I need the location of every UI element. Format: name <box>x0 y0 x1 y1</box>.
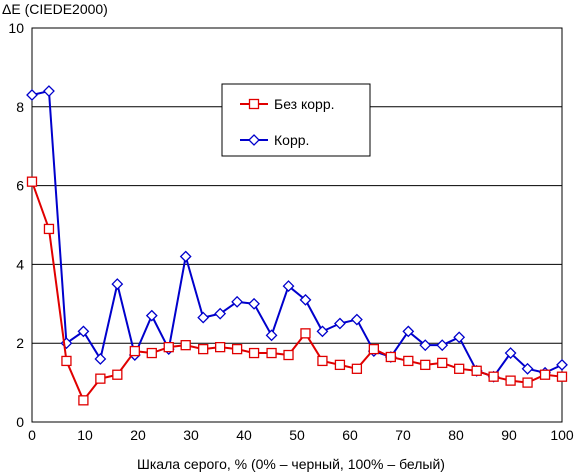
data-point <box>504 347 517 359</box>
x-axis-ticks: 0 10 20 30 40 50 60 70 80 90 100 <box>28 427 574 443</box>
x-tick-label: 70 <box>395 427 411 443</box>
legend-item: Корр. <box>240 132 309 148</box>
data-point <box>231 343 243 355</box>
data-point <box>403 355 414 367</box>
data-point <box>111 278 124 291</box>
data-point <box>78 395 89 406</box>
data-point <box>77 325 90 338</box>
y-tick-label: 0 <box>16 414 24 430</box>
data-point <box>436 339 449 352</box>
y-axis-title: ΔE (CIEDE2000) <box>2 1 108 17</box>
x-tick-label: 10 <box>77 427 93 443</box>
y-axis-ticks: 0 2 4 6 8 10 <box>8 20 24 430</box>
y-tick-label: 4 <box>16 256 24 272</box>
data-point <box>437 357 448 369</box>
legend: Без корр. Корр. <box>221 83 371 157</box>
data-point <box>351 363 363 374</box>
data-point <box>385 351 396 363</box>
data-point <box>522 377 533 388</box>
data-point <box>197 311 210 324</box>
x-tick-label: 0 <box>28 427 36 443</box>
data-point <box>402 325 415 338</box>
data-point <box>198 343 209 355</box>
data-point <box>180 340 191 351</box>
data-point <box>350 313 363 326</box>
y-tick-label: 8 <box>16 99 24 115</box>
data-point <box>454 363 465 374</box>
legend-label: Без корр. <box>274 96 335 112</box>
y-tick-label: 2 <box>16 335 24 351</box>
data-point <box>265 329 278 342</box>
data-point <box>300 328 311 339</box>
data-point <box>248 297 260 310</box>
legend-marker <box>248 134 260 146</box>
data-point <box>146 347 157 359</box>
x-tick-label: 80 <box>448 427 464 443</box>
series-layer <box>26 85 568 406</box>
data-point <box>163 341 174 353</box>
data-point <box>556 371 568 382</box>
data-point <box>266 347 277 359</box>
series-bez-korr <box>26 176 568 406</box>
x-tick-label: 50 <box>289 427 305 443</box>
data-point <box>334 317 346 330</box>
legend-box <box>221 83 371 157</box>
data-point <box>248 347 260 359</box>
legend-marker <box>248 98 260 110</box>
data-point <box>179 250 192 263</box>
data-point <box>316 325 329 338</box>
x-axis-title: Шкала серого, % (0% – черный, 100% – бел… <box>137 456 445 472</box>
data-point <box>43 223 55 235</box>
legend-items: Без корр. Корр. <box>240 96 335 148</box>
data-point <box>94 353 107 365</box>
data-point <box>129 345 140 357</box>
data-point <box>95 373 106 384</box>
y-tick-label: 6 <box>16 178 24 194</box>
legend-label: Корр. <box>274 132 309 148</box>
data-point <box>26 176 38 187</box>
series-line <box>31 90 563 378</box>
data-point <box>368 343 380 355</box>
data-point <box>112 369 123 380</box>
data-point <box>282 280 295 292</box>
y-tick-label: 10 <box>8 20 24 36</box>
data-point <box>334 359 346 371</box>
data-point <box>419 339 432 352</box>
data-point <box>317 355 328 367</box>
x-tick-label: 20 <box>130 427 146 443</box>
legend-item: Без корр. <box>240 96 335 112</box>
data-point <box>214 307 227 320</box>
data-point <box>420 359 431 371</box>
data-point <box>521 362 534 375</box>
data-point <box>43 85 55 97</box>
x-tick-label: 60 <box>342 427 358 443</box>
data-point <box>231 295 244 308</box>
data-point <box>556 358 568 371</box>
data-point <box>61 355 72 367</box>
x-tick-label: 40 <box>236 427 252 443</box>
data-point <box>488 371 499 382</box>
data-point <box>26 89 38 101</box>
x-tick-label: 90 <box>501 427 517 443</box>
data-point <box>453 331 466 344</box>
data-point <box>214 341 226 353</box>
data-point <box>505 375 516 386</box>
data-point <box>283 349 294 361</box>
data-point <box>299 293 312 306</box>
plot-area <box>31 27 563 423</box>
data-point <box>471 365 482 376</box>
x-tick-label: 30 <box>183 427 199 443</box>
x-tick-label: 100 <box>550 427 574 443</box>
data-point <box>539 369 551 380</box>
data-point <box>145 309 158 322</box>
